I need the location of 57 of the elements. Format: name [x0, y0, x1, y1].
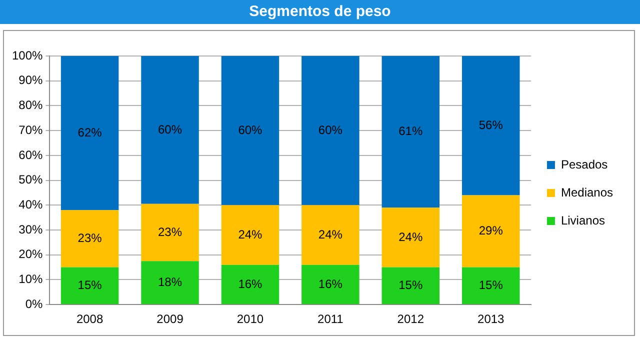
- bar: [60, 267, 119, 304]
- bar: [302, 56, 360, 206]
- data-label: 60%: [158, 122, 182, 136]
- data-label: 29%: [478, 224, 504, 238]
- y-tick-label: 100%: [12, 48, 44, 62]
- bar: [141, 204, 199, 262]
- data-label: 60%: [238, 122, 263, 137]
- bar: [302, 205, 360, 265]
- y-tick-label: 70%: [18, 122, 44, 137]
- x-tick-label: 2009: [156, 312, 184, 326]
- data-label: 15%: [398, 278, 423, 292]
- chart-title: Segmentos de peso: [0, 0, 640, 24]
- y-tick-label: 90%: [18, 73, 44, 88]
- data-label: 23%: [78, 231, 102, 246]
- bar: [60, 210, 119, 268]
- bar: [462, 56, 520, 196]
- y-tick-label: 50%: [18, 172, 44, 187]
- y-tick-label: 10%: [18, 272, 44, 286]
- data-label: 16%: [318, 276, 343, 291]
- x-tick-label: 2010: [236, 312, 264, 326]
- data-label: 62%: [78, 125, 102, 140]
- data-label: 61%: [398, 124, 423, 138]
- bar: [221, 56, 280, 206]
- bar: [462, 267, 520, 304]
- bar: [462, 195, 520, 268]
- data-label: 56%: [478, 118, 504, 132]
- data-label: 23%: [158, 224, 182, 239]
- bar: [221, 264, 280, 304]
- data-label: 24%: [238, 227, 263, 242]
- bar: [382, 56, 440, 208]
- bar: [141, 261, 199, 304]
- y-tick-label: 60%: [18, 148, 44, 162]
- x-tick-label: 2012: [397, 312, 424, 326]
- y-tick-label: 20%: [18, 247, 44, 262]
- legend-label: Medianos: [560, 185, 613, 200]
- x-tick-label: 2008: [76, 312, 104, 326]
- data-label: 18%: [158, 274, 182, 289]
- x-tick-label: 2011: [318, 312, 344, 326]
- bar: [382, 208, 440, 268]
- bar: [382, 267, 440, 304]
- data-label: 15%: [78, 278, 102, 292]
- y-tick-label: 40%: [18, 197, 44, 212]
- legend-label: Livianos: [560, 213, 605, 228]
- x-tick-label: 2013: [478, 312, 505, 326]
- y-tick-label: 80%: [18, 98, 44, 112]
- data-label: 16%: [238, 276, 263, 291]
- legend-label: Pesados: [560, 157, 608, 172]
- data-label: 24%: [398, 230, 423, 244]
- data-label: 60%: [318, 122, 343, 137]
- data-label: 24%: [318, 227, 343, 242]
- bar: [302, 264, 360, 304]
- bar: [221, 205, 280, 265]
- y-tick-label: 30%: [18, 222, 44, 236]
- bar: [141, 56, 199, 204]
- y-tick-label: 0%: [25, 296, 44, 311]
- bar: [60, 56, 119, 210]
- data-label: 15%: [478, 278, 504, 292]
